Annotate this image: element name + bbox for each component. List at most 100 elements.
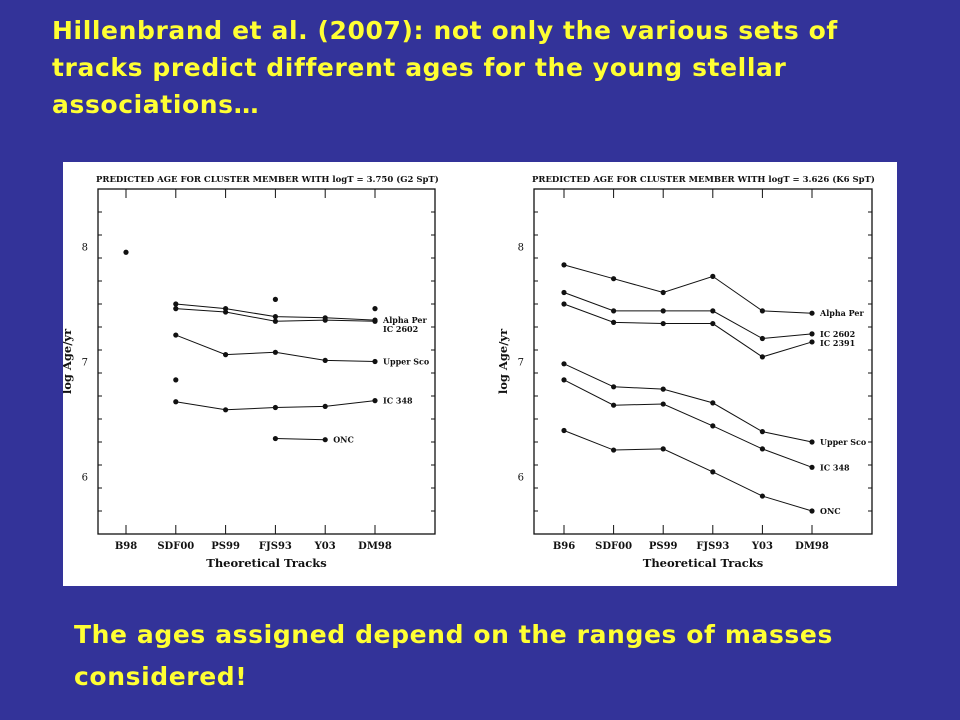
- series-line-upper-sco: [175, 334, 376, 362]
- data-point-ic-348: [809, 464, 815, 470]
- data-point-ic-348: [173, 399, 179, 405]
- series-label-onc: ONC: [333, 435, 354, 445]
- data-point-upper-sco: [611, 384, 617, 390]
- data-point-ic-2602: [372, 318, 378, 324]
- data-point-upper-sco: [809, 439, 815, 445]
- x-tick-label: DM98: [795, 541, 829, 552]
- series-line-ic-2391: [563, 303, 813, 358]
- data-point-ic-2391: [611, 319, 617, 325]
- series-line-upper-sco: [563, 363, 813, 443]
- chart-panel-2: PREDICTED AGE FOR CLUSTER MEMBER WITH lo…: [496, 174, 875, 570]
- data-point-upper-sco: [322, 357, 328, 363]
- series-line-onc: [275, 438, 326, 441]
- data-point-upper-sco: [173, 332, 179, 338]
- data-point-onc: [561, 427, 567, 434]
- data-point-ic-2602: [322, 317, 328, 323]
- data-point-ic-2602: [272, 318, 278, 324]
- data-point-ic-2602: [173, 306, 179, 312]
- y-tick-label: 8: [518, 243, 524, 254]
- data-point-upper-sco: [759, 429, 766, 435]
- data-point-ic-2602: [611, 308, 617, 314]
- x-tick-label: FJS93: [259, 541, 292, 552]
- series-line-alpha-per: [563, 264, 813, 314]
- data-point-onc: [272, 435, 278, 442]
- data-point-ic-2391: [710, 320, 716, 327]
- x-axis-label: Theoretical Tracks: [643, 556, 763, 570]
- data-point-ic-2602: [660, 308, 666, 314]
- figure-panel: PREDICTED AGE FOR CLUSTER MEMBER WITH lo…: [63, 162, 897, 586]
- y-tick-label: 7: [82, 358, 88, 369]
- series-label-alpha-per: Alpha Per: [382, 315, 428, 325]
- data-point-ic-2391: [660, 320, 666, 327]
- data-point-ic-2391: [561, 301, 567, 307]
- series-label-ic-2391: IC 2391: [820, 338, 855, 348]
- data-point-alpha-per: [809, 310, 815, 316]
- data-point-ic-348: [561, 377, 567, 383]
- x-tick-label: B96: [553, 541, 575, 552]
- data-point-onc: [759, 493, 766, 499]
- data-point-ic-2602: [759, 335, 766, 342]
- series-line-ic-2602: [563, 292, 813, 340]
- data-point-ic-2602: [710, 308, 716, 314]
- series-line-ic-348: [563, 379, 813, 468]
- chart-title: PREDICTED AGE FOR CLUSTER MEMBER WITH lo…: [96, 174, 439, 185]
- data-point-onc: [322, 437, 328, 443]
- x-tick-label: B98: [115, 541, 137, 552]
- slide-footnote: The ages assigned depend on the ranges o…: [74, 620, 833, 691]
- data-point-alpha-per: [759, 308, 766, 314]
- y-axis-label: log Age/yr: [63, 328, 74, 394]
- data-point-ic-348: [660, 401, 666, 407]
- data-point-upper-sco: [272, 349, 278, 355]
- series-label-alpha-per: Alpha Per: [819, 308, 865, 318]
- data-point-ic-2391: [759, 354, 766, 360]
- chart-title: PREDICTED AGE FOR CLUSTER MEMBER WITH lo…: [532, 174, 875, 185]
- data-point-alpha-per: [272, 314, 278, 320]
- data-point-alpha-per: [173, 301, 179, 307]
- data-point-onc: [809, 508, 815, 514]
- y-tick-label: 7: [518, 358, 524, 369]
- data-point-ic-2602: [561, 289, 567, 296]
- data-point-ic-348: [710, 423, 716, 429]
- data-point-ic-348: [322, 403, 328, 409]
- x-tick-label: Y03: [751, 541, 773, 552]
- data-point-onc: [660, 446, 666, 452]
- isolated-data-point: [173, 377, 179, 383]
- data-point-onc: [710, 469, 716, 475]
- series-label-ic-2602: IC 2602: [383, 324, 418, 334]
- series-label-onc: ONC: [820, 506, 841, 516]
- x-axis-label: Theoretical Tracks: [206, 556, 326, 570]
- isolated-data-point: [372, 306, 378, 312]
- data-point-ic-348: [611, 402, 617, 408]
- data-point-upper-sco: [561, 361, 567, 367]
- series-label-ic-348: IC 348: [383, 396, 413, 406]
- data-point-ic-348: [272, 404, 278, 411]
- data-point-upper-sco: [372, 358, 378, 365]
- y-tick-label: 6: [82, 473, 88, 484]
- series-label-ic-2602: IC 2602: [820, 329, 855, 339]
- x-tick-label: DM98: [358, 541, 392, 552]
- series-line-onc: [563, 430, 813, 512]
- data-point-onc: [611, 447, 617, 453]
- data-point-upper-sco: [660, 386, 666, 392]
- data-point-alpha-per: [660, 289, 666, 296]
- data-point-upper-sco: [223, 352, 229, 358]
- data-point-ic-348: [759, 446, 766, 452]
- data-point-alpha-per: [611, 276, 617, 282]
- charts-svg: PREDICTED AGE FOR CLUSTER MEMBER WITH lo…: [63, 174, 875, 570]
- y-tick-label: 8: [82, 243, 88, 254]
- series-label-upper-sco: Upper Sco: [820, 437, 867, 447]
- x-tick-label: Y03: [314, 541, 336, 552]
- chart-panel-1: PREDICTED AGE FOR CLUSTER MEMBER WITH lo…: [63, 174, 439, 570]
- data-point-alpha-per: [561, 262, 567, 268]
- slide-heading: Hillenbrand et al. (2007): not only the …: [52, 16, 838, 119]
- x-tick-label: FJS93: [696, 541, 729, 552]
- plot-frame: [97, 188, 436, 535]
- series-label-upper-sco: Upper Sco: [383, 357, 430, 367]
- data-point-ic-348: [372, 398, 378, 404]
- x-tick-label: SDF00: [595, 541, 632, 552]
- y-tick-label: 6: [518, 473, 524, 484]
- data-point-ic-2602: [223, 309, 229, 315]
- isolated-data-point: [123, 249, 129, 255]
- series-label-ic-348: IC 348: [820, 462, 850, 472]
- data-point-upper-sco: [710, 400, 716, 406]
